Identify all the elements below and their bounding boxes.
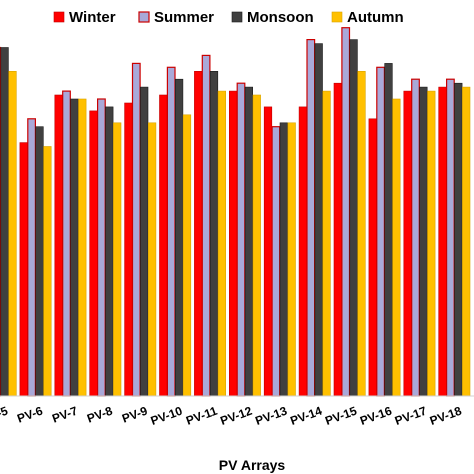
- bar-monsoon-pv-8: [105, 106, 114, 397]
- x-tick-label: PV-15: [323, 404, 359, 428]
- bar-monsoon-pv-5: [0, 47, 9, 397]
- bar-monsoon-pv-10: [175, 78, 184, 397]
- x-tick-label: PV-13: [253, 404, 289, 428]
- bar-monsoon-pv-17: [419, 86, 428, 397]
- bar-winter-pv-10: [159, 94, 168, 397]
- x-tick-label: PV-14: [288, 404, 324, 428]
- bar-autumn-pv-10: [182, 114, 192, 397]
- legend-label-summer: Summer: [154, 9, 214, 26]
- bar-autumn-pv-7: [78, 98, 87, 397]
- bar-summer-pv-5: [0, 46, 2, 397]
- bar-monsoon-pv-6: [35, 126, 44, 397]
- bar-winter-pv-9: [124, 102, 133, 397]
- bar-monsoon-pv-9: [140, 86, 149, 397]
- bar-summer-pv-15: [341, 27, 351, 397]
- x-tick-label: PV-17: [393, 404, 429, 428]
- x-axis-title: PV Arrays: [219, 457, 286, 473]
- bar-winter-pv-14: [298, 106, 308, 397]
- x-tick-label: PV-18: [428, 404, 464, 428]
- bar-summer-pv-17: [411, 78, 420, 397]
- x-tick-label: PV-9: [120, 404, 150, 426]
- bar-summer-pv-10: [166, 66, 176, 397]
- bar-autumn-pv-5: [8, 71, 17, 397]
- bar-winter-pv-8: [89, 110, 98, 397]
- x-tick-label: PV-12: [218, 404, 254, 428]
- legend-swatch-autumn: [331, 11, 343, 23]
- x-tick-label: PV-6: [15, 404, 45, 426]
- bar-summer-pv-9: [131, 62, 141, 397]
- bar-winter-pv-13: [263, 106, 273, 397]
- bar-autumn-pv-8: [113, 122, 122, 397]
- x-tick-label: PV-5: [0, 404, 10, 426]
- legend-label-monsoon: Monsoon: [247, 9, 314, 26]
- bars-group: [0, 27, 471, 397]
- bar-autumn-pv-12: [252, 94, 261, 397]
- x-tick-labels: PV-5 PV-6 PV-7 PV-8 PV-9 PV-10 PV-11 PV-12 PV-13…: [0, 404, 464, 428]
- bar-autumn-pv-14: [322, 90, 331, 397]
- bar-autumn-pv-17: [427, 90, 436, 397]
- bar-monsoon-pv-14: [314, 43, 323, 397]
- bar-summer-pv-13: [271, 126, 281, 397]
- bar-summer-pv-8: [96, 98, 106, 397]
- bar-autumn-pv-16: [392, 98, 401, 397]
- bar-winter-pv-12: [229, 90, 238, 397]
- bar-summer-pv-11: [201, 54, 211, 397]
- bar-winter-pv-15: [333, 82, 342, 397]
- bar-summer-pv-12: [236, 82, 246, 397]
- bar-summer-pv-7: [62, 90, 71, 397]
- legend-label-autumn: Autumn: [347, 9, 404, 26]
- bar-winter-pv-11: [194, 71, 203, 397]
- bar-summer-pv-18: [446, 78, 455, 397]
- bar-autumn-pv-6: [43, 146, 52, 397]
- bar-autumn-pv-13: [287, 122, 296, 397]
- bar-monsoon-pv-7: [70, 98, 79, 397]
- x-tick-label: PV-16: [358, 404, 394, 428]
- bar-monsoon-pv-11: [209, 71, 219, 397]
- legend-label-winter: Winter: [69, 9, 116, 26]
- bar-summer-pv-14: [306, 38, 316, 397]
- bar-autumn-pv-18: [462, 86, 471, 397]
- bar-monsoon-pv-16: [384, 63, 393, 397]
- bar-autumn-pv-15: [357, 71, 366, 397]
- bar-winter-pv-16: [368, 118, 377, 397]
- legend: Winter Summer Monsoon Autumn: [53, 9, 404, 26]
- bar-winter-pv-6: [19, 142, 28, 397]
- bar-monsoon-pv-18: [454, 82, 463, 397]
- bar-monsoon-pv-12: [244, 86, 254, 397]
- bar-summer-pv-6: [27, 118, 36, 397]
- legend-swatch-monsoon: [231, 11, 243, 23]
- bar-autumn-pv-9: [148, 122, 157, 397]
- bar-winter-pv-18: [438, 86, 447, 397]
- bar-monsoon-pv-13: [279, 122, 288, 397]
- legend-swatch-winter: [53, 11, 65, 23]
- x-tick-label: PV-11: [184, 404, 219, 428]
- x-tick-label: PV-7: [50, 404, 80, 426]
- x-tick-label: PV-8: [85, 404, 115, 426]
- x-tick-label: PV-10: [149, 404, 185, 428]
- bar-autumn-pv-11: [217, 90, 227, 397]
- legend-swatch-summer: [138, 11, 150, 23]
- bar-monsoon-pv-15: [349, 39, 358, 397]
- bar-winter-pv-7: [54, 94, 63, 397]
- bar-summer-pv-16: [376, 66, 385, 397]
- bar-winter-pv-17: [403, 90, 412, 397]
